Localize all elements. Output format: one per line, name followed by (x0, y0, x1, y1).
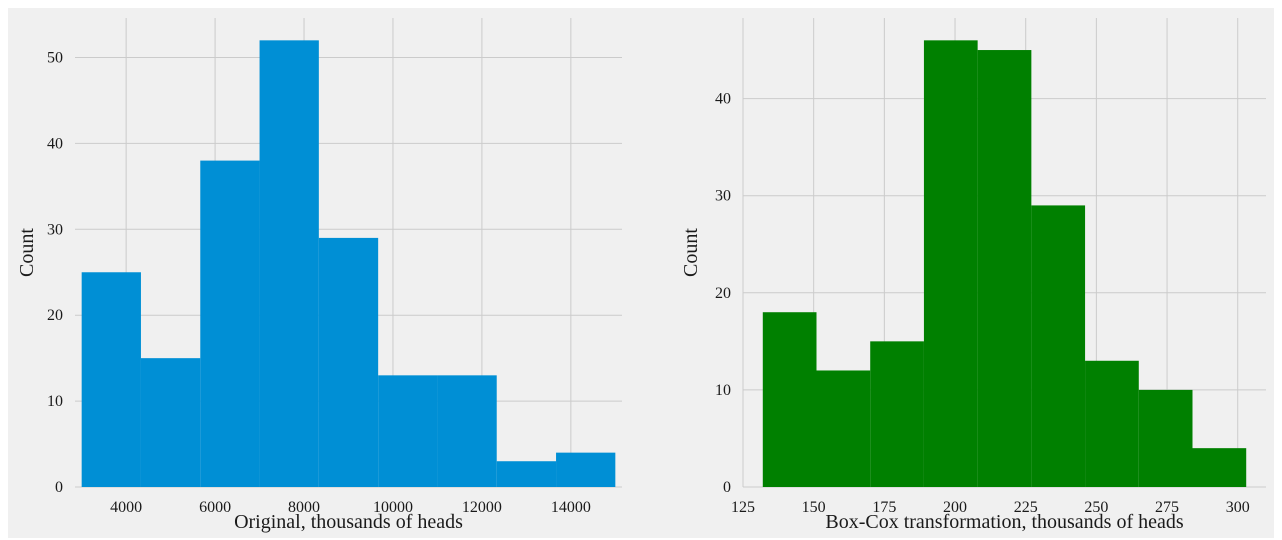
y-tick-label: 20 (715, 285, 731, 302)
histogram-bar (762, 312, 817, 487)
x-tick-label: 225 (1014, 499, 1038, 516)
y-tick-label: 10 (715, 382, 731, 399)
x-tick-label: 125 (731, 499, 755, 516)
x-tick-label: 6000 (199, 499, 231, 516)
histogram-bar (556, 452, 616, 487)
y-tick-label: 20 (47, 307, 63, 324)
x-tick-label: 10000 (373, 499, 413, 516)
chart-original: 0 10 20 30 40 50 4000 6000 8000 10000 12000 14000 Or… (16, 18, 622, 533)
histogram-bar (870, 341, 924, 487)
histogram-bar (816, 370, 871, 487)
x-tick-label: 4000 (110, 499, 142, 516)
x-tick-label: 8000 (288, 499, 320, 516)
y-tick-label: 0 (723, 479, 731, 496)
histogram-bar (259, 40, 319, 487)
chart-box-cox: 0 10 20 30 40 125 150 175 200 225 250 275 300 Box-Cox… (680, 18, 1266, 533)
y-tick-label: 40 (715, 91, 731, 108)
y-axis-label: Count (16, 228, 38, 277)
y-tick-label: 30 (715, 188, 731, 205)
histogram-bar (977, 50, 1032, 487)
histogram-bar (923, 40, 978, 487)
histogram-bar (378, 375, 438, 487)
histogram-bar (200, 160, 260, 488)
x-tick-label: 275 (1155, 499, 1179, 516)
x-tick-label: 300 (1226, 499, 1250, 516)
histogram-bar (496, 461, 557, 487)
x-tick-label: 12000 (462, 499, 502, 516)
y-tick-label: 40 (47, 135, 63, 152)
histogram-bar (140, 358, 201, 487)
y-tick-label: 0 (55, 479, 63, 496)
histogram-bar (1192, 448, 1247, 487)
histogram-bar (318, 237, 379, 487)
y-tick-label: 30 (47, 221, 63, 238)
x-axis-label: Box-Cox transformation, thousands of hea… (825, 511, 1183, 533)
x-tick-label: 250 (1084, 499, 1108, 516)
y-tick-label: 10 (47, 393, 63, 410)
histogram-bar (437, 375, 497, 487)
y-axis-label: Count (680, 228, 702, 277)
x-tick-label: 200 (943, 499, 967, 516)
x-tick-label: 150 (802, 499, 826, 516)
x-tick-label: 175 (872, 499, 896, 516)
histogram-bar (1085, 360, 1139, 487)
histogram-bar (81, 272, 141, 487)
x-axis-label: Original, thousands of heads (234, 511, 463, 533)
histogram-bar (1031, 205, 1086, 487)
y-tick-label: 50 (47, 50, 63, 67)
histogram-bar (1138, 389, 1193, 487)
x-tick-label: 14000 (551, 499, 591, 516)
